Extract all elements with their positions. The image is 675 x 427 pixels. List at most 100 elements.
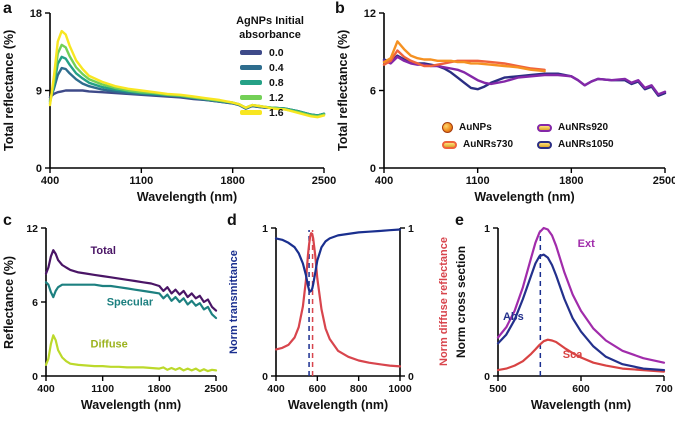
svg-text:0: 0 <box>36 163 42 175</box>
svg-text:0: 0 <box>484 371 490 383</box>
legend-entry-label: AuNRs730 <box>463 139 514 150</box>
legend-entry-label: 1.6 <box>269 106 284 119</box>
svg-text:1100: 1100 <box>466 175 490 187</box>
svg-text:6: 6 <box>32 297 38 309</box>
panel-a-y-axis-label: Total reflectance (%) <box>2 29 16 152</box>
legend-entry-label: AuNPs <box>459 122 492 133</box>
svg-text:500: 500 <box>489 383 507 395</box>
svg-text:Sca: Sca <box>563 349 583 361</box>
panel-e-x-axis-label: Wavelength (nm) <box>530 398 632 412</box>
svg-text:600: 600 <box>572 383 590 395</box>
panel-label-d: d <box>227 212 237 229</box>
panel-b: b Total reflectance (%) 400 1100 1800 2500 0… <box>332 0 675 212</box>
svg-text:0: 0 <box>262 371 268 383</box>
nanosphere-icon <box>442 122 453 133</box>
legend-color-swatch <box>240 95 262 100</box>
svg-text:1800: 1800 <box>148 383 172 395</box>
legend-entry: AuNPs <box>442 122 513 133</box>
svg-text:0: 0 <box>32 371 38 383</box>
legend-entry-label: AuNRs920 <box>558 122 609 133</box>
legend-color-swatch <box>240 80 262 85</box>
svg-text:Abs: Abs <box>503 311 524 323</box>
svg-text:1: 1 <box>262 223 268 235</box>
panel-d-y-axis-label: Norm transmittance <box>228 250 240 354</box>
svg-text:0: 0 <box>408 371 414 383</box>
panel-d-plot: 400 600 800 1000 0 1 0 1 <box>262 223 414 395</box>
legend-entry-label: 0.4 <box>269 61 284 74</box>
legend-title-line2: absorbance <box>239 28 301 41</box>
svg-text:700: 700 <box>655 383 673 395</box>
panel-c-y-axis-label: Reflectance (%) <box>2 255 16 349</box>
panel-c-x-axis-label: Wavelength (nm) <box>80 398 182 412</box>
panel-e-y-axis-label: Norm cross section <box>454 245 468 359</box>
panel-label-c: c <box>3 212 12 229</box>
svg-text:2500: 2500 <box>204 383 228 395</box>
svg-text:12: 12 <box>364 8 376 20</box>
panel-d-y2-axis-label: Norm diffuse reflectance <box>438 237 450 367</box>
nanorod-icon <box>537 140 553 149</box>
legend-entry: AuNRs920 <box>537 122 614 133</box>
svg-text:1100: 1100 <box>129 175 153 187</box>
svg-text:Specular: Specular <box>107 297 154 309</box>
panel-b-y-axis-label: Total reflectance (%) <box>336 29 350 152</box>
svg-text:1: 1 <box>484 223 490 235</box>
panel-b-plot: 400 1100 1800 2500 0 6 12 <box>364 8 675 187</box>
panel-d-x-axis-label: Wavelength (nm) <box>287 398 389 412</box>
svg-text:1000: 1000 <box>388 383 412 395</box>
legend-color-swatch <box>240 65 262 70</box>
legend-entry: 1.6 <box>240 107 284 119</box>
panel-c: c Reflectance (%) 400 1100 1800 2500 0 6 12 Tot… <box>0 212 228 427</box>
svg-text:1100: 1100 <box>91 383 114 395</box>
svg-text:400: 400 <box>37 383 55 395</box>
legend-entry-label: 0.8 <box>269 76 284 89</box>
svg-text:1800: 1800 <box>559 175 583 187</box>
legend-entry: AuNRs1050 <box>537 139 614 150</box>
svg-text:12: 12 <box>26 223 38 235</box>
panel-label-a: a <box>3 0 12 17</box>
legend-color-swatch <box>240 50 262 55</box>
legend-entry: AuNRs730 <box>442 139 513 150</box>
chart-canvas-a: 400 1100 1800 2500 0 9 18 <box>30 8 336 187</box>
panel-e-plot: 500 600 700 0 1 Ext Abs Sca <box>484 223 673 395</box>
svg-text:0: 0 <box>370 163 376 175</box>
svg-text:400: 400 <box>375 175 393 187</box>
svg-text:9: 9 <box>36 85 42 97</box>
panel-label-b: b <box>335 0 345 17</box>
svg-text:2500: 2500 <box>312 175 336 187</box>
panel-b-x-axis-label: Wavelength (nm) <box>474 190 575 204</box>
svg-text:400: 400 <box>267 383 285 395</box>
nanorod-icon <box>537 123 553 132</box>
panel-label-e: e <box>455 212 464 229</box>
svg-text:800: 800 <box>350 383 368 395</box>
panel-a-x-axis-label: Wavelength (nm) <box>136 190 238 204</box>
legend-color-swatch <box>240 110 262 115</box>
legend-entry-label: AuNRs1050 <box>558 139 614 150</box>
panel-a-plot: 400 1100 1800 2500 0 9 18 <box>30 8 336 187</box>
panel-d: d Norm transmittance 400 600 800 1000 0 1 0 1 N… <box>224 212 452 427</box>
svg-text:Diffuse: Diffuse <box>91 339 128 351</box>
legend-entry-label: 0.0 <box>269 46 284 59</box>
panel-a: a Total reflectance (%) 400 1100 1800 2500 0… <box>0 0 336 212</box>
svg-text:18: 18 <box>30 8 42 20</box>
svg-text:1800: 1800 <box>220 175 244 187</box>
svg-text:600: 600 <box>309 383 327 395</box>
svg-text:Ext: Ext <box>578 238 595 250</box>
svg-text:Total: Total <box>91 245 116 257</box>
panel-a-legend: AgNPs Initial absorbance 0.0 0.4 0.8 1.2 1.6 <box>214 15 326 119</box>
chart-canvas-b: 400 1100 1800 2500 0 6 12 <box>364 8 675 187</box>
nanorod-icon <box>442 140 457 149</box>
panel-e: e Norm cross section 500 600 700 0 1 Ext Abs Sc… <box>452 212 675 427</box>
legend-entry: 0.8 <box>240 77 284 89</box>
svg-text:400: 400 <box>41 175 59 187</box>
svg-text:1: 1 <box>408 223 414 235</box>
chart-canvas-e: 500 600 700 0 1 Ext Abs Sca <box>484 223 673 395</box>
svg-text:6: 6 <box>370 85 376 97</box>
legend-entry-label: 1.2 <box>269 91 284 104</box>
panel-c-plot: 400 1100 1800 2500 0 6 12 Total Specular Diffuse <box>26 223 228 395</box>
legend-entry: 0.4 <box>240 62 284 74</box>
panel-b-legend: AuNPs AuNRs730 AuNRs920 AuNRs1050 <box>442 122 614 150</box>
chart-canvas-c: 400 1100 1800 2500 0 6 12 Total Specular Diffuse <box>26 223 228 395</box>
panel-a-legend-entries: 0.0 0.4 0.8 1.2 1.6 <box>214 47 326 119</box>
